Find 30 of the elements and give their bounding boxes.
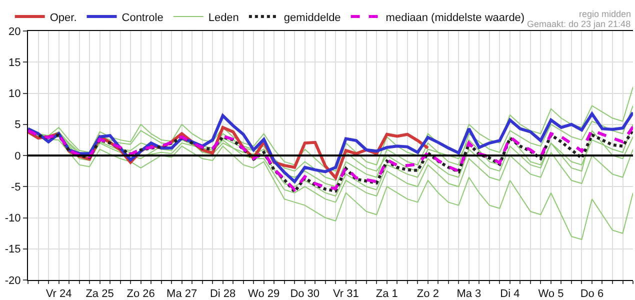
- x-tick-label: Do 30: [290, 288, 320, 300]
- x-tick-label: Wo 5: [538, 288, 564, 300]
- x-tick-label: Wo 29: [248, 288, 280, 300]
- legend-label: Leden: [208, 12, 239, 24]
- y-tick-label: 0: [14, 150, 21, 162]
- legend-label: Controle: [122, 12, 164, 24]
- x-tick-label: Di 28: [210, 288, 236, 300]
- y-tick-label: -10: [4, 212, 21, 225]
- y-tick-label: -15: [4, 244, 21, 256]
- x-tick-label: Zo 2: [416, 288, 439, 300]
- x-tick-label: Vr 31: [332, 288, 359, 300]
- x-tick-label: Za 1: [376, 288, 398, 300]
- text: Gemaakt: do 23 jan 21:48: [527, 19, 631, 29]
- x-tick-label: Za 25: [86, 288, 114, 300]
- y-tick-label: 15: [8, 56, 21, 69]
- legend-label: Oper.: [50, 12, 77, 24]
- legend-label: gemiddelde: [284, 12, 341, 24]
- y-tick-label: 10: [8, 88, 21, 100]
- x-tick-label: Zo 26: [126, 288, 155, 300]
- text: regio midden: [579, 9, 632, 19]
- x-tick-label: Ma 3: [456, 288, 482, 300]
- y-tick-label: 5: [14, 119, 21, 132]
- x-tick-label: Vr 24: [46, 288, 72, 300]
- x-tick-label: Do 6: [580, 288, 604, 300]
- x-tick-label: Di 4: [500, 288, 520, 300]
- x-tick-label: Ma 27: [166, 288, 198, 300]
- y-tick-label: 20: [8, 26, 21, 38]
- y-tick-label: -20: [4, 274, 21, 287]
- legend-label: mediaan (middelste waarde): [386, 12, 525, 24]
- y-tick-label: -5: [11, 181, 21, 194]
